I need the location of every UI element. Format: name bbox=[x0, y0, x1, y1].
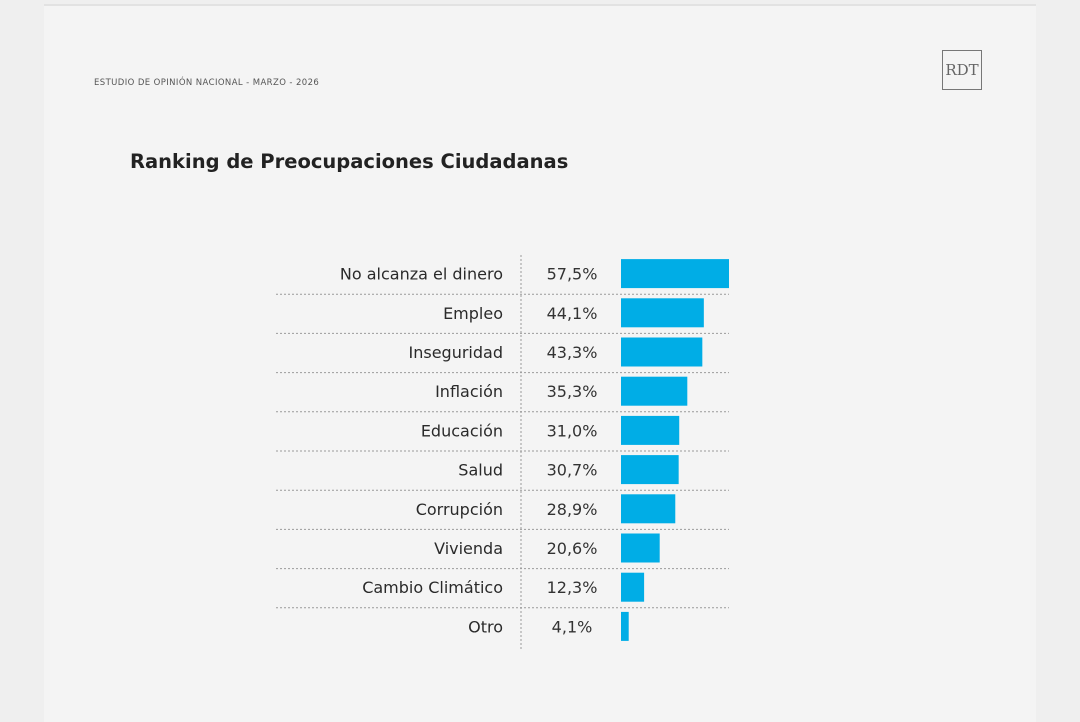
value-label: 4,1% bbox=[552, 617, 593, 636]
category-label: Inseguridad bbox=[409, 343, 503, 362]
category-label: No alcanza el dinero bbox=[340, 265, 503, 284]
category-label: Vivienda bbox=[434, 539, 503, 558]
value-label: 43,3% bbox=[547, 343, 598, 362]
value-label: 30,7% bbox=[547, 461, 598, 480]
chart-title: Ranking de Preocupaciones Ciudadanas bbox=[130, 150, 569, 173]
value-label: 28,9% bbox=[547, 500, 598, 519]
study-label: ESTUDIO DE OPINIÓN NACIONAL - MARZO - 20… bbox=[94, 78, 320, 88]
report-page: ESTUDIO DE OPINIÓN NACIONAL - MARZO - 20… bbox=[44, 4, 1036, 722]
bar bbox=[621, 533, 660, 563]
category-label: Corrupción bbox=[416, 500, 503, 519]
bar bbox=[621, 611, 629, 641]
bar bbox=[621, 376, 688, 406]
rdt-logo: RDT bbox=[942, 50, 982, 90]
value-label: 57,5% bbox=[547, 265, 598, 284]
bar bbox=[621, 455, 679, 485]
bar bbox=[621, 572, 645, 602]
category-label: Salud bbox=[458, 461, 503, 480]
value-label: 12,3% bbox=[547, 578, 598, 597]
category-label: Inflación bbox=[435, 382, 503, 401]
bar bbox=[621, 415, 680, 445]
bar bbox=[621, 337, 703, 367]
value-label: 44,1% bbox=[547, 304, 598, 323]
bar bbox=[621, 298, 704, 328]
category-label: Cambio Climático bbox=[362, 578, 503, 597]
value-label: 31,0% bbox=[547, 421, 598, 440]
bar bbox=[621, 494, 676, 524]
category-label: Otro bbox=[468, 617, 503, 636]
category-label: Empleo bbox=[443, 304, 503, 323]
category-label: Educación bbox=[421, 421, 503, 440]
value-label: 20,6% bbox=[547, 539, 598, 558]
value-label: 35,3% bbox=[547, 382, 598, 401]
bar bbox=[621, 259, 729, 289]
